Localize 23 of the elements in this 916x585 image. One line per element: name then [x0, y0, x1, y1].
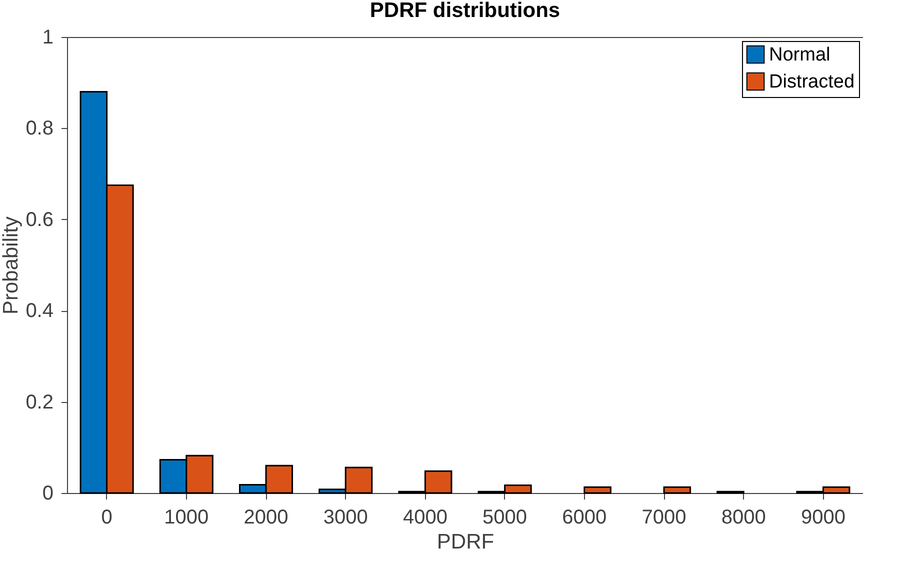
x-tick-label: 0 — [101, 506, 112, 528]
x-tick-label: 3000 — [323, 506, 368, 528]
legend-label: Distracted — [769, 72, 855, 92]
x-tick-label: 7000 — [642, 506, 686, 528]
bar — [663, 486, 692, 494]
x-tick-label: 2000 — [244, 506, 288, 528]
x-tick-label: 8000 — [721, 506, 766, 528]
chart-title: PDRF distributions — [370, 0, 560, 22]
y-axis-title: Probability — [0, 216, 23, 315]
y-tick-label: 0.8 — [26, 118, 54, 140]
y-tick-label: 1 — [42, 26, 54, 48]
x-tick-label: 1000 — [164, 506, 209, 528]
y-tick-label: 0.6 — [26, 208, 54, 231]
x-axis-title: PDRF — [436, 530, 494, 554]
x-tick-label: 9000 — [800, 506, 846, 528]
x-tick-label: 6000 — [562, 506, 607, 528]
y-tick-label: 0.4 — [26, 300, 54, 322]
y-tick-label: 0.2 — [26, 391, 54, 414]
y-tick-label: 0 — [42, 482, 54, 504]
x-tick-label: 5000 — [482, 506, 528, 528]
legend-label: Normal — [769, 44, 830, 66]
x-tick-label: 4000 — [402, 506, 448, 528]
bar — [584, 486, 612, 494]
